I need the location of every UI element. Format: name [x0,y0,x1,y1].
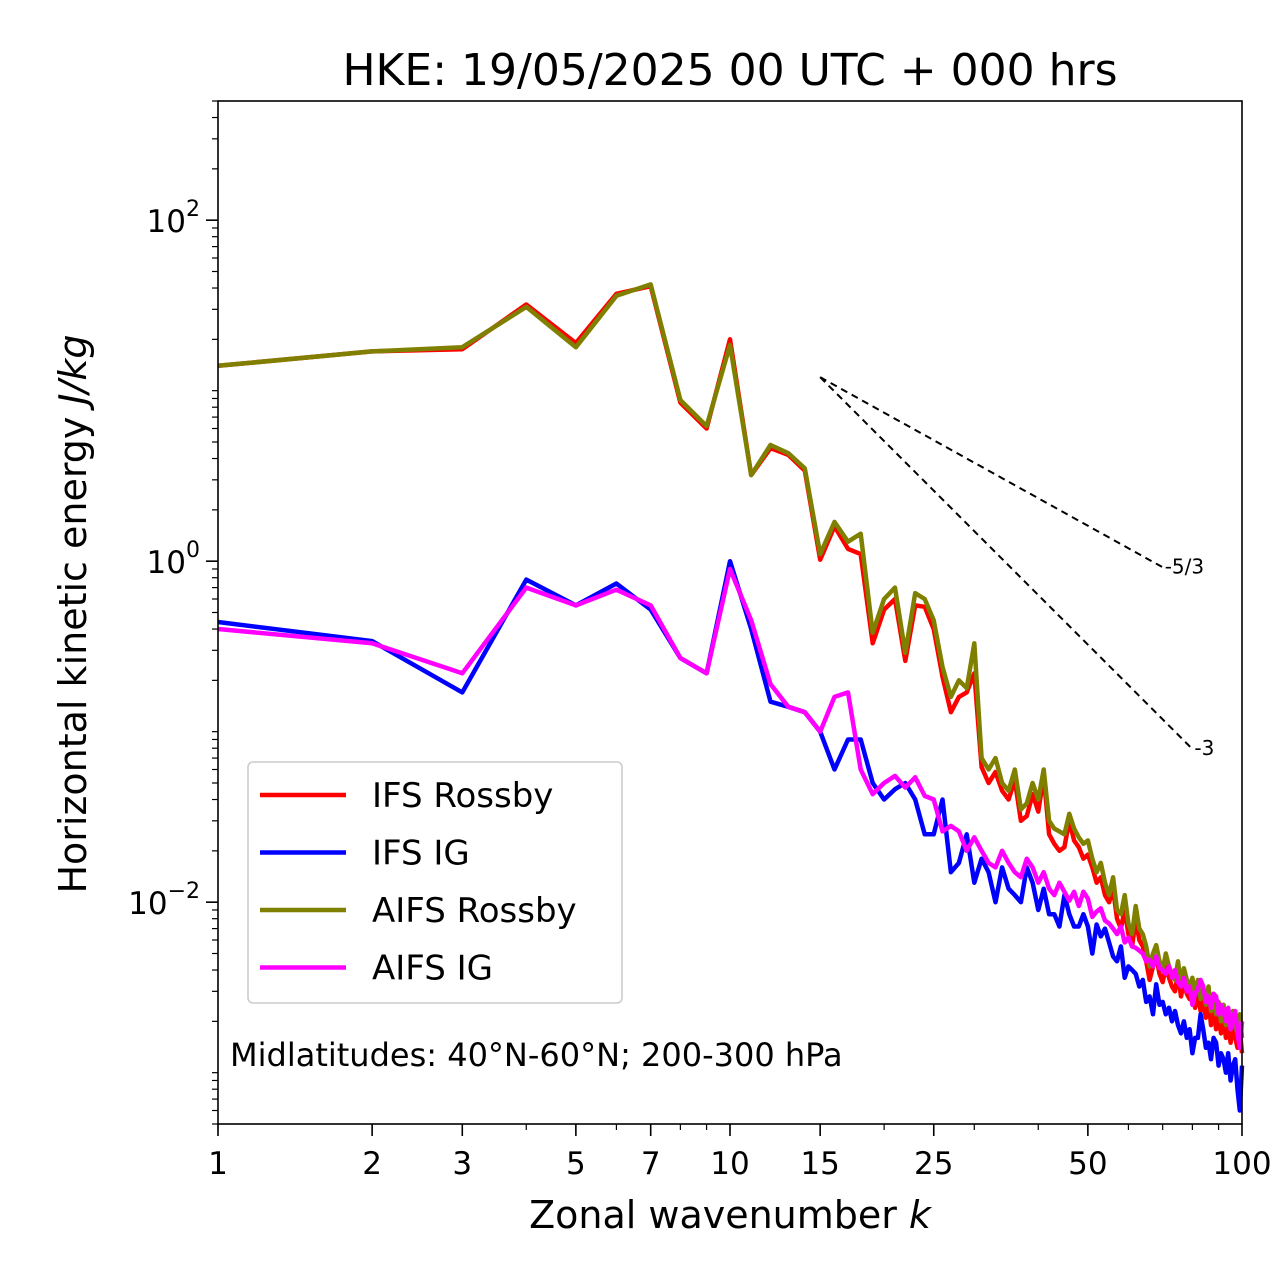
x-tick-label: 3 [452,1146,472,1182]
reference-slope-line [819,376,1194,750]
reference-slope-line [819,376,1164,569]
x-axis-label-text: Zonal wavenumber [529,1193,897,1237]
x-tick-label: 50 [1068,1146,1107,1182]
x-tick-label: 2 [362,1146,382,1182]
y-axis-label-text: Horizontal kinetic energy [51,417,95,894]
y-tick-label: 102 [147,197,200,240]
y-tick-label: 100 [147,538,200,581]
x-tick-label: 100 [1212,1146,1271,1182]
x-axis-label: Zonal wavenumber k [529,1193,933,1237]
y-tick-label: 10−2 [128,879,200,922]
x-tick-label: 10 [710,1146,749,1182]
legend-box [247,761,623,1004]
legend-label: AIFS IG [372,949,493,989]
legend-label: IFS Rossby [372,776,553,816]
chart-title: HKE: 19/05/2025 00 UTC + 000 hrs [342,45,1117,96]
reference-slopes: -5/3 -3 [819,376,1214,760]
region-annotation: Midlatitudes: 40°N-60°N; 200-300 hPa [230,1036,843,1074]
y-axis-label: Horizontal kinetic energy J/kg [51,334,95,893]
series-line [217,283,1245,1054]
x-tick-label: 7 [641,1146,661,1182]
x-tick-label: 25 [914,1146,953,1182]
reference-slope-label: -3 [1194,736,1214,760]
x-tick-label: 5 [566,1146,586,1182]
x-axis-label-symbol: k [909,1193,933,1237]
series-line [217,282,1245,1039]
legend: IFS Rossby IFS IG AIFS Rossby AIFS IG [247,761,623,1004]
data-series [217,282,1245,1113]
x-tick-label: 15 [800,1146,839,1182]
y-axis-label-unit: J/kg [51,334,95,411]
legend-label: IFS IG [372,834,470,874]
x-tick-label: 1 [208,1146,228,1182]
plot-frame [217,100,1243,1125]
series-line [217,566,1245,1051]
reference-slope-label: -5/3 [1165,554,1204,578]
legend-label: AIFS Rossby [372,891,577,931]
axis-ticks: 1 2 3 5 7 10 15 25 50 100 10−2 100 102 [128,100,1272,1182]
